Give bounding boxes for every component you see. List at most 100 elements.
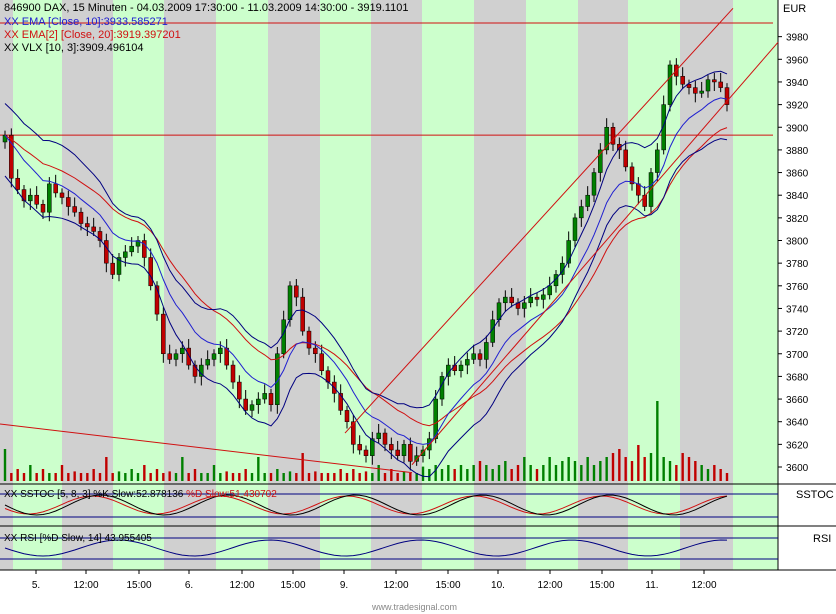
volume-bar (35, 473, 38, 481)
candle-body (104, 240, 109, 264)
volume-bar (10, 473, 13, 481)
volume-bar (263, 473, 266, 481)
volume-bar (409, 473, 412, 481)
x-tick-label: 10. (491, 580, 505, 591)
legend-ema10[interactable]: XX EMA [Close, 10]:3933.585271 (4, 16, 168, 28)
candle-body (598, 149, 603, 173)
candle-body (313, 347, 318, 355)
volume-bar (149, 473, 152, 481)
candle-body (167, 353, 172, 360)
currency-label: EUR (783, 3, 807, 15)
candle-body (116, 257, 122, 275)
candle-body (154, 285, 160, 315)
candle-body (699, 90, 704, 94)
y-tick-label: 3960 (786, 55, 809, 66)
volume-bar (371, 473, 374, 481)
volume-bar (466, 469, 469, 481)
legend-ema20[interactable]: XX EMA[2] [Close, 20]:3919.397201 (4, 29, 181, 41)
candle-body (414, 455, 419, 462)
sstoc-d-legend[interactable]: %D Slow:51.430702 (186, 489, 277, 500)
y-tick-label: 3720 (786, 327, 809, 338)
candle-body (471, 353, 476, 360)
volume-bar (706, 469, 710, 481)
candle-body (477, 353, 483, 360)
volume-bar (333, 473, 336, 481)
candle-body (205, 359, 210, 366)
rsi-legend[interactable]: XX RSI [%D Slow, 14] 43.955405 (4, 533, 152, 544)
volume-bar (453, 469, 456, 481)
candle-body (604, 127, 609, 151)
x-tick-label: 9. (340, 580, 348, 591)
y-tick-label: 3800 (786, 237, 809, 248)
volume-bar (580, 465, 583, 481)
sstoc-legend: XX SSTOC [5, 8, 3] %K Slow:52.878136 %D … (4, 489, 277, 500)
volume-bar (624, 457, 627, 481)
ema10-line (4, 97, 728, 445)
candle-body (655, 149, 660, 173)
x-tick-label: 12:00 (229, 580, 254, 591)
volume-bar (48, 473, 51, 481)
candle-body (338, 393, 343, 411)
sstoc-d-line (4, 495, 728, 515)
candle-body (585, 194, 590, 207)
volume-bar (193, 469, 197, 481)
volume-bar (694, 461, 697, 481)
y-tick-label: 3940 (786, 78, 809, 89)
volume-bar (687, 457, 691, 481)
candle-body (547, 285, 552, 296)
volume-bar (592, 465, 596, 481)
candle-body (389, 444, 394, 451)
chart-title: 846900 DAX, 15 Minuten - 04.03.2009 17:3… (4, 2, 409, 14)
candle-body (275, 353, 280, 405)
volume-bar (390, 469, 393, 481)
candle-body (408, 444, 413, 462)
candle-body (522, 302, 527, 309)
sstoc-k-legend[interactable]: XX SSTOC [5, 8, 3] %K Slow:52.878136 (4, 489, 184, 500)
price-axis-bg (778, 0, 836, 614)
candle-body (306, 330, 312, 349)
y-tick-label: 3980 (786, 33, 809, 44)
candle-body (484, 342, 489, 360)
candle-body (268, 393, 274, 405)
volume-bar (719, 469, 722, 481)
volume-bar (611, 453, 615, 481)
candle-body (110, 262, 115, 275)
volume-bar (3, 449, 7, 481)
volume-bar (98, 473, 102, 481)
volume-bar (548, 457, 551, 481)
trend-line (344, 8, 734, 434)
x-tick-label: 15:00 (435, 580, 460, 591)
volume-bar (288, 471, 292, 481)
volume-bar (345, 473, 349, 481)
x-tick-label: 5. (32, 580, 40, 591)
volume-bar (567, 457, 570, 481)
volume-bar (428, 469, 431, 481)
candle-body (382, 432, 388, 445)
candle-body (91, 226, 96, 232)
candle-body (357, 444, 362, 451)
volume-bar (491, 469, 494, 481)
volume-bar (605, 457, 608, 481)
candle-body (66, 197, 71, 207)
candle-body (667, 64, 673, 105)
volume-bar (219, 473, 222, 481)
candle-body (300, 296, 305, 332)
volume-bar (250, 473, 254, 481)
volume-bar (725, 473, 729, 481)
y-tick-label: 3600 (786, 463, 809, 474)
volume-bar (440, 469, 444, 481)
candle-body (528, 296, 533, 304)
candle-body (401, 444, 407, 456)
legend-vlx[interactable]: XX VLX [10, 3]:3909.496104 (4, 42, 144, 54)
volume-bar (586, 457, 589, 481)
volume-bar (174, 473, 178, 481)
x-tick-label: 12:00 (383, 580, 408, 591)
candle-body (534, 296, 540, 300)
volume-bar (643, 457, 646, 481)
volume-bar (326, 473, 330, 481)
volume-bar (402, 471, 406, 481)
y-tick-label: 3620 (786, 440, 809, 451)
volume-bar (700, 465, 703, 481)
